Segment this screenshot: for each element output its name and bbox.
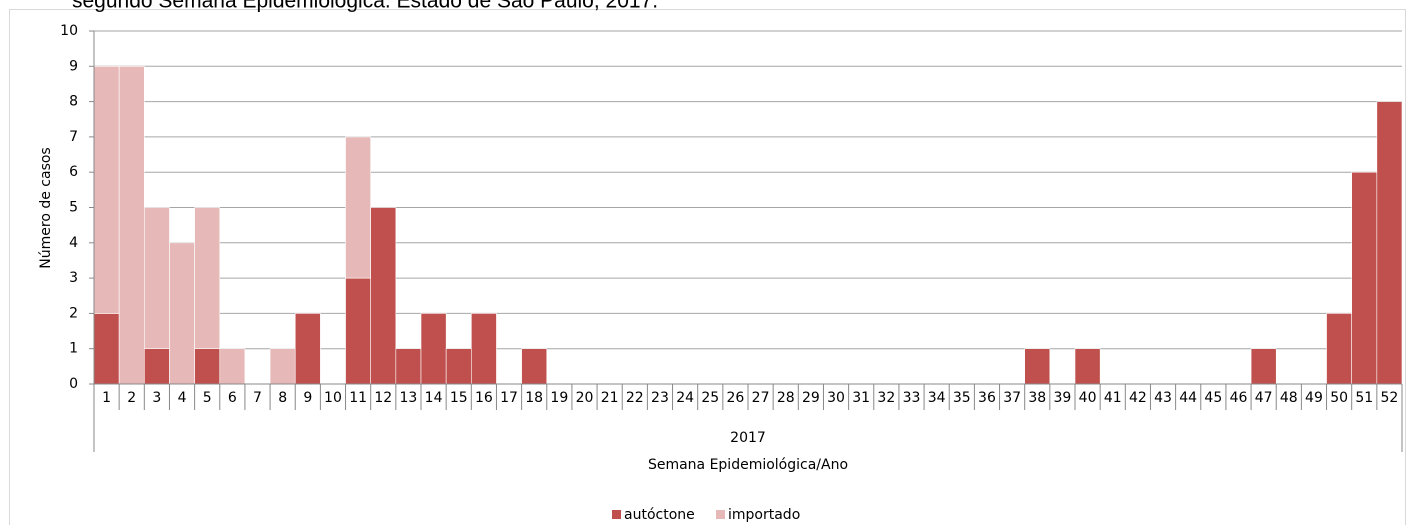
legend-label: autóctone [624,507,695,523]
bar [1074,348,1101,385]
x-tick-label: 37 [1003,390,1021,406]
x-tick-label: 33 [903,390,921,406]
x-tick-label: 49 [1305,390,1323,406]
x-tick-label: 32 [877,390,895,406]
x-tick-label: 38 [1028,390,1046,406]
x-tick-label: 22 [626,390,644,406]
bar [471,313,497,385]
bar [345,277,371,385]
legend-swatch [612,510,621,519]
bar [420,313,447,385]
bar [445,348,472,385]
x-tick-label: 17 [500,390,518,406]
bar [93,313,120,385]
y-tick-label: 4 [69,235,78,251]
y-tick-label: 8 [69,94,78,110]
bar [370,207,397,385]
bar [269,348,296,385]
bar [1250,348,1277,385]
y-tick-label: 9 [69,58,78,74]
x-tick-label: 11 [349,390,367,406]
bar [144,207,170,349]
bar [1351,171,1378,385]
y-tick-label: 5 [69,200,78,216]
x-tick-label: 13 [400,390,418,406]
y-tick-label: 1 [69,341,78,357]
x-tick-label: 23 [651,390,669,406]
x-tick-label: 1 [102,390,111,406]
chart-title: segundo Semana Epidemiológica. Estado de… [72,0,658,13]
x-tick-label: 46 [1230,390,1248,406]
x-tick-label: 39 [1054,390,1072,406]
x-tick-label: 45 [1204,390,1222,406]
x-tick-label: 40 [1079,390,1097,406]
y-tick-label: 10 [60,23,78,39]
x-tick-label: 34 [928,390,946,406]
x-tick-label: 48 [1280,390,1298,406]
x-tick-label: 31 [852,390,870,406]
chart-border [9,9,1406,525]
x-tick-label: 24 [676,390,694,406]
x-axis-title: Semana Epidemiológica/Ano [648,457,848,473]
x-tick-label: 28 [777,390,795,406]
y-axis-title: Número de casos [38,147,54,268]
x-tick-label: 42 [1129,390,1147,406]
x-tick-label: 26 [727,390,745,406]
x-tick-label: 9 [303,390,312,406]
x-tick-label: 25 [701,390,719,406]
group-label: 2017 [730,430,766,446]
bar [169,242,195,385]
x-tick-label: 4 [178,390,187,406]
x-tick-label: 6 [228,390,237,406]
x-tick-label: 21 [601,390,619,406]
bar [144,348,170,385]
x-tick-label: 51 [1355,390,1373,406]
x-tick-label: 30 [827,390,845,406]
bar [118,66,145,385]
bar [219,348,246,385]
bar [93,66,120,314]
x-tick-label: 3 [152,390,161,406]
bar [521,348,548,385]
bar [194,207,221,349]
x-tick-label: 8 [278,390,287,406]
x-tick-label: 7 [253,390,262,406]
x-tick-label: 36 [978,390,996,406]
x-tick-label: 43 [1154,390,1172,406]
x-tick-label: 29 [802,390,820,406]
bar [1326,313,1352,385]
bar [194,348,221,385]
bar [395,348,422,385]
y-tick-label: 2 [69,305,78,321]
x-tick-label: 41 [1104,390,1122,406]
x-tick-label: 50 [1330,390,1348,406]
y-tick-label: 7 [69,129,78,145]
y-tick-label: 6 [69,164,78,180]
x-tick-label: 5 [203,390,212,406]
x-tick-label: 35 [953,390,971,406]
bar [1024,348,1051,385]
x-tick-label: 10 [324,390,342,406]
x-tick-label: 52 [1381,390,1399,406]
legend-swatch [716,510,725,519]
bar [1376,101,1403,385]
y-tick-label: 0 [69,376,78,392]
legend-label: importado [728,507,800,523]
x-tick-label: 16 [475,390,493,406]
bar [294,313,321,385]
x-tick-label: 20 [576,390,594,406]
x-tick-label: 15 [450,390,468,406]
x-tick-label: 44 [1179,390,1197,406]
x-tick-label: 12 [374,390,392,406]
y-tick-label: 3 [69,270,78,286]
x-tick-label: 2 [127,390,136,406]
x-tick-label: 27 [752,390,770,406]
x-tick-label: 47 [1255,390,1273,406]
x-tick-label: 18 [525,390,543,406]
x-tick-label: 14 [425,390,443,406]
bar [345,136,371,279]
x-tick-label: 19 [550,390,568,406]
